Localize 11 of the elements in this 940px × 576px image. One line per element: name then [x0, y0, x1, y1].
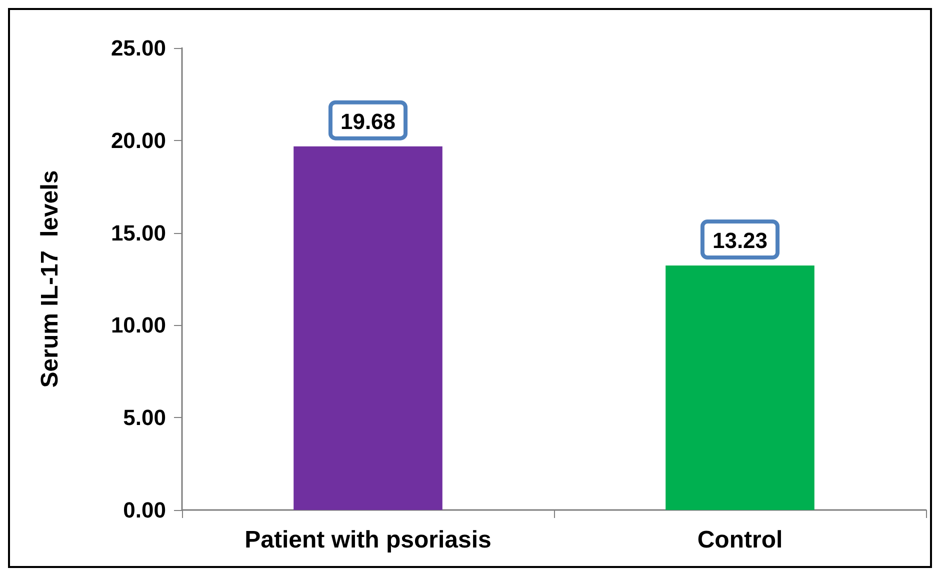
y-tick-label: 25.00: [110, 36, 166, 60]
y-tick-label: 0.00: [123, 498, 166, 522]
x-tick-label: Control: [697, 526, 783, 554]
y-tick-label: 5.00: [123, 405, 166, 430]
y-tick-label: 20.00: [110, 128, 166, 153]
y-tick-label: 15.00: [110, 220, 166, 246]
data-label: 19.68: [340, 108, 396, 134]
y-axis-title: Serum IL-17 levels: [36, 170, 64, 388]
data-label: 13.23: [712, 228, 768, 254]
x-tick-label: Patient with psoriasis: [244, 526, 492, 554]
y-tick-label: 10.00: [110, 312, 166, 338]
